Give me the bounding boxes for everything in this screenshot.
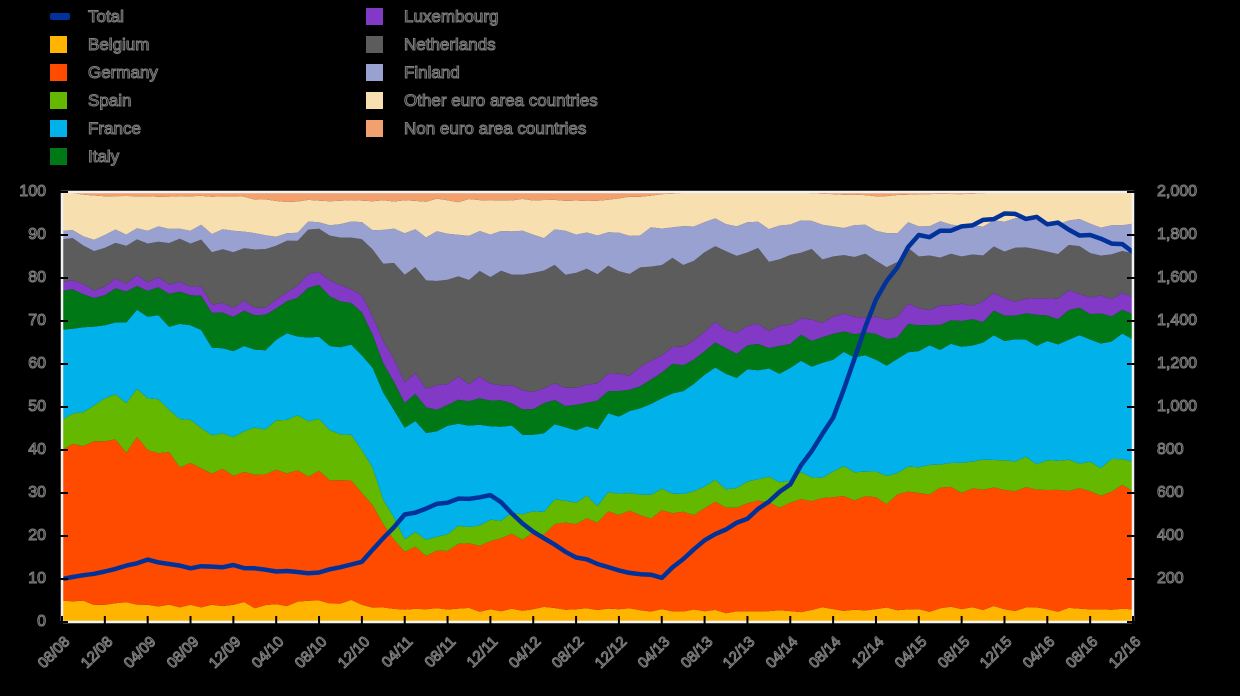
- legend-swatch-luxembourg: [366, 8, 383, 25]
- y-right-tick-label: 200: [1157, 570, 1185, 587]
- legend-swatch-france: [50, 120, 67, 137]
- legend-label-netherlands: Netherlands: [404, 35, 497, 55]
- legend-label-france: France: [88, 119, 142, 139]
- y-right-tick-label: 1,600: [1156, 269, 1198, 286]
- legend-label-total: Total: [88, 7, 125, 27]
- area-non-euro-area-countries: [62, 192, 1133, 203]
- area-netherlands: [62, 228, 1133, 393]
- y-left-tick-label: 80: [28, 269, 47, 286]
- legend-swatch-netherlands: [366, 36, 383, 53]
- y-left-tick-label: 30: [28, 484, 47, 501]
- area-italy: [62, 284, 1133, 435]
- y-left-tick-label: 20: [28, 527, 47, 544]
- area-finland: [62, 218, 1133, 281]
- y-left-tick-label: 0: [37, 613, 47, 630]
- y-right-tick-label: 1,400: [1156, 312, 1198, 329]
- y-right-tick-label: 1,200: [1156, 355, 1198, 372]
- y-left-tick-label: 40: [28, 441, 47, 458]
- legend-swatch-germany: [50, 64, 67, 81]
- y-left-tick-label: 60: [28, 355, 47, 372]
- area-france: [62, 309, 1133, 540]
- legend-swatch-total: [50, 13, 70, 20]
- y-left-tick-label: 70: [28, 312, 47, 329]
- legend-label-finland: Finland: [404, 63, 461, 83]
- y-right-tick-label: 400: [1157, 527, 1185, 544]
- y-left-tick-label: 100: [19, 183, 47, 200]
- total-line: [62, 211, 1133, 582]
- area-luxembourg: [62, 271, 1133, 410]
- legend-label-germany: Germany: [88, 63, 159, 83]
- legend-label-italy: Italy: [87, 147, 120, 167]
- legend-label-non-euro-area-countries: Non euro area countries: [403, 119, 587, 139]
- y-right-tick-label: 1,000: [1156, 398, 1198, 415]
- area-spain: [62, 388, 1133, 556]
- legend-swatch-belgium: [50, 36, 67, 53]
- y-left-tick-label: 90: [28, 226, 47, 243]
- legend-swatch-non-euro-area-countries: [366, 120, 383, 137]
- area-other-euro-area-countries: [62, 192, 1133, 240]
- y-right-tick-label: 2,000: [1156, 183, 1198, 200]
- y-left-tick-label: 10: [28, 570, 47, 587]
- legend-label-luxembourg: Luxembourg: [404, 7, 500, 27]
- y-right-tick-label: 600: [1157, 484, 1185, 501]
- tick-marks: [56, 191, 1139, 628]
- y-left-tick-label: 50: [28, 398, 47, 415]
- legend-label-spain: Spain: [87, 91, 132, 111]
- legend-swatch-finland: [366, 64, 383, 81]
- y-right-tick-label: 800: [1157, 441, 1185, 458]
- legend-swatch-spain: [50, 92, 67, 109]
- legend-label-other-euro-area-countries: Other euro area countries: [404, 91, 599, 111]
- area-belgium: [62, 599, 1133, 622]
- legend-swatch-italy: [50, 148, 67, 165]
- legend-label-belgium: Belgium: [87, 35, 150, 55]
- y-right-tick-label: 1,800: [1156, 226, 1198, 243]
- legend-swatch-other-euro-area-countries: [366, 92, 383, 109]
